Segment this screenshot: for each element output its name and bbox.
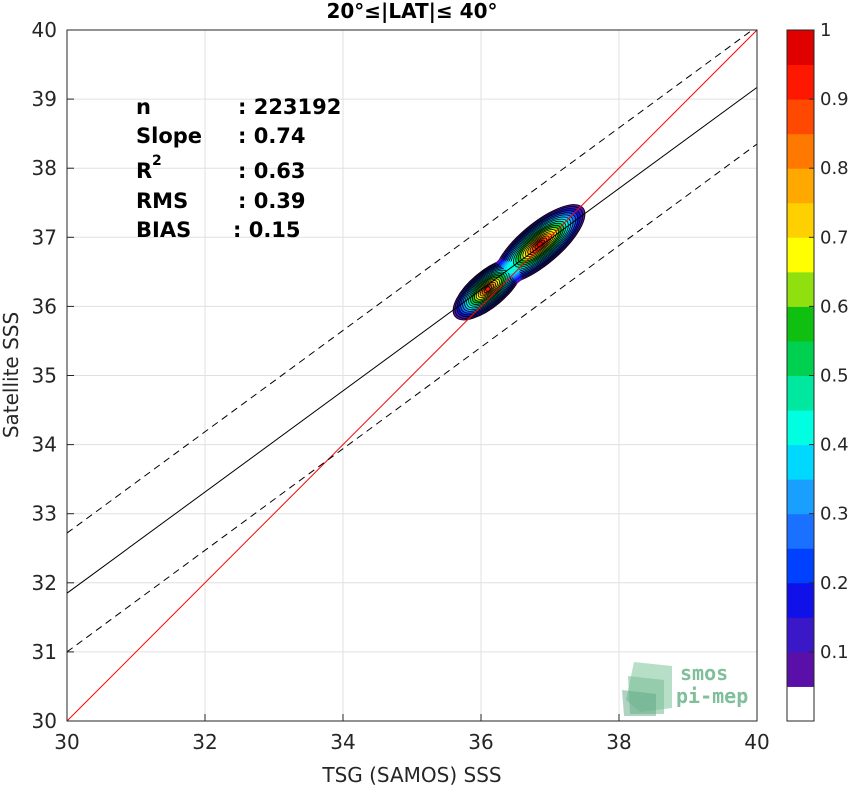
colorbar-segment: [787, 168, 814, 204]
y-tick-label: 39: [32, 87, 57, 111]
y-tick-label: 31: [32, 640, 57, 664]
x-tick-label: 40: [744, 730, 769, 754]
colorbar-tick-label: 0.9: [820, 89, 849, 110]
line-upper: [67, 30, 754, 534]
colorbar-tick-label: 1: [820, 20, 831, 41]
colorbar-segment: [787, 133, 814, 169]
y-tick-label: 33: [32, 502, 57, 526]
colorbar-tick-label: 0.1: [820, 642, 849, 663]
stat-r2-value: : 0.63: [238, 159, 306, 183]
colorbar-segment: [787, 617, 814, 653]
colorbar-tick-label: 0.8: [820, 158, 849, 179]
colorbar-segment: [787, 513, 814, 549]
y-axis-label: Satellite SSS: [0, 312, 23, 438]
colorbar-tick-label: 0.3: [820, 504, 849, 525]
y-tick-label: 36: [32, 294, 57, 318]
colorbar-tick-label: 0.7: [820, 227, 849, 248]
colorbar: [787, 30, 814, 722]
colorbar-segment: [787, 64, 814, 100]
stat-r2-superscript: 2: [152, 153, 162, 169]
x-tick-label: 36: [468, 730, 493, 754]
colorbar-segment: [787, 479, 814, 515]
colorbar-segment: [787, 444, 814, 480]
x-tick-label: 34: [330, 730, 355, 754]
y-tick-label: 38: [32, 156, 57, 180]
y-tick-label: 40: [32, 18, 57, 42]
grid: [66, 29, 758, 722]
stat-bias-value: : 0.15: [233, 218, 301, 242]
colorbar-tick-label: 0.2: [820, 573, 849, 594]
colorbar-tick-label: 0.6: [820, 296, 849, 317]
colorbar-segment: [787, 271, 814, 307]
chart-title: 20°≤|LAT|≤ 40°: [326, 0, 497, 23]
colorbar-segment: [787, 651, 814, 687]
colorbar-segment: [787, 306, 814, 342]
y-axis-ticks: 30 31 32 33 34 35 36 37 38 39 40: [32, 18, 74, 733]
stat-slope-value: : 0.74: [238, 124, 306, 148]
y-tick-label: 35: [32, 364, 57, 388]
colorbar-segment: [787, 30, 814, 66]
smos-pimep-logo: smos pi-mep: [622, 661, 748, 716]
y-tick-label: 34: [32, 433, 57, 457]
colorbar-segment: [787, 99, 814, 135]
x-axis-label: TSG (SAMOS) SSS: [321, 763, 501, 787]
logo-text-smos: smos: [680, 661, 728, 685]
statistics-box: n : 223192 Slope : 0.74 R 2 : 0.63 RMS :…: [136, 95, 341, 242]
line-identity: [67, 30, 757, 721]
logo-waves-icon: [622, 662, 672, 716]
stat-bias-label: BIAS: [136, 218, 191, 242]
colorbar-segment: [787, 548, 814, 584]
colorbar-segment: [787, 340, 814, 376]
x-tick-label: 32: [192, 730, 217, 754]
colorbar-segment: [787, 582, 814, 618]
colorbar-segment: [787, 375, 814, 411]
stat-rms-label: RMS: [136, 189, 188, 213]
colorbar-segment: [787, 410, 814, 446]
colorbar-ticks: 0.1 0.2 0.3 0.4 0.5 0.6 0.7 0.8 0.9 1: [809, 20, 849, 663]
x-tick-label: 30: [54, 730, 79, 754]
colorbar-tick-label: 0.5: [820, 366, 849, 387]
colorbar-segment: [787, 686, 814, 722]
x-tick-label: 38: [606, 730, 631, 754]
line-lower: [67, 143, 757, 653]
colorbar-segment: [787, 202, 814, 238]
colorbar-segment: [787, 237, 814, 273]
line-regression: [67, 86, 757, 594]
stat-n-value: : 223192: [238, 95, 341, 119]
fit-lines: [67, 30, 757, 721]
stat-slope-label: Slope: [136, 124, 202, 148]
logo-text-pimep: pi-mep: [676, 684, 748, 708]
y-tick-label: 37: [32, 225, 57, 249]
y-tick-label: 32: [32, 571, 57, 595]
x-axis-ticks: 30 32 34 36 38 40: [54, 714, 770, 754]
stat-rms-value: : 0.39: [238, 189, 306, 213]
density-contour-level: [485, 286, 491, 292]
stat-r2-label: R: [136, 159, 152, 183]
colorbar-tick-label: 0.4: [820, 435, 849, 456]
stat-n-label: n: [136, 95, 151, 119]
y-tick-label: 30: [32, 709, 57, 733]
